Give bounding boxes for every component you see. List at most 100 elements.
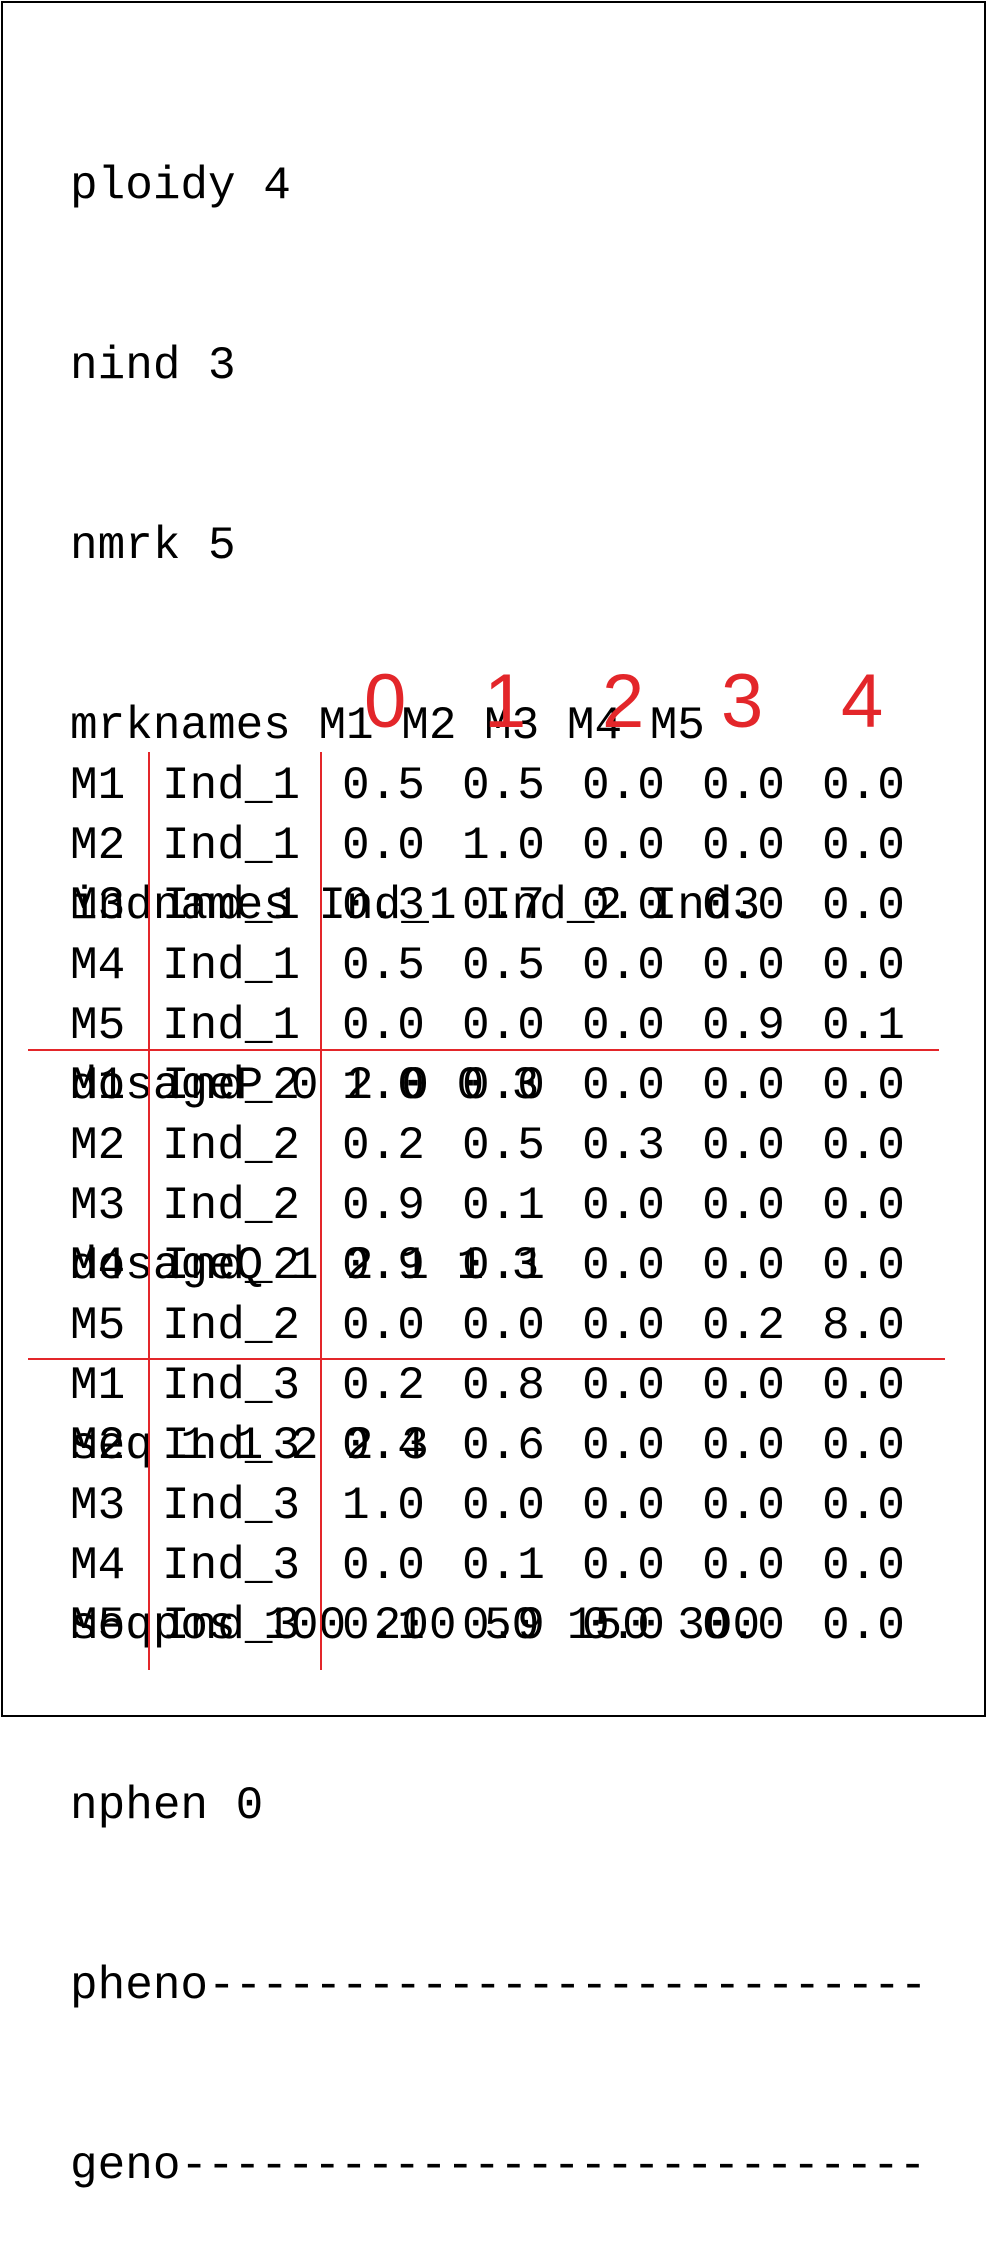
individual-cell: Ind_3 [162,1480,301,1532]
individual-cell: Ind_1 [162,760,301,812]
probability-cell-4: 0.1 [822,1000,905,1052]
probability-cell-1: 0.0 [462,1480,545,1532]
probability-cell-4: 0.0 [822,820,905,872]
table-row: M2 Ind_2 0.2 0.5 0.3 0.0 0.0 [0,1116,991,1176]
table-row: M4 Ind_2 0.9 0.1 0.0 0.0 0.0 [0,1236,991,1296]
probability-cell-0: 0.0 [342,1300,425,1352]
marker-cell: M1 [70,1060,126,1112]
pheno-line: pheno--------------------------- [70,1956,927,2016]
probability-cell-2: 0.0 [582,1060,665,1112]
header-line-seq: seq 1 1 2 2 3 [70,1420,429,1472]
probability-cell-1: 0.1 [462,1180,545,1232]
pheno-label: pheno [70,1960,209,2012]
marker-cell: M3 [70,880,126,932]
probability-cell-1: 0.5 [462,940,545,992]
probability-cell-1: 0.5 [462,760,545,812]
table-row: M2 Ind_3 0.4 0.6 0.0 0.0 0.0 [0,1416,991,1476]
probability-cell-4: 0.0 [822,880,905,932]
genotype-column-label-4: 4 [841,659,884,744]
probability-cell-0: 0.9 [342,1240,425,1292]
table-row: M5 Ind_2 0.0 0.0 0.0 0.2 8.0 [0,1296,991,1356]
marker-cell: M4 [70,940,126,992]
probability-cell-2: 0.0 [582,1600,665,1652]
individual-cell: Ind_2 [162,1240,301,1292]
probability-cell-4: 0.0 [822,1540,905,1592]
probability-cell-2: 0.0 [582,1180,665,1232]
probability-cell-3: 0.0 [702,880,785,932]
header-line-nind: nind 3 [70,340,236,392]
individual-cell: Ind_3 [162,1540,301,1592]
header-line-dosagep: dosageP 0 2 0 0 3 [70,1060,540,1112]
probability-cell-4: 0.0 [822,760,905,812]
probability-cell-1: 0.5 [462,1120,545,1172]
marker-cell: M5 [70,1600,126,1652]
probability-cell-1: 1.0 [462,820,545,872]
probability-cell-3: 0.0 [702,1120,785,1172]
probability-cell-4: 0.0 [822,1240,905,1292]
header-line-nmrk: nmrk 5 [70,520,236,572]
geno-line: geno---------------------------- [70,2136,926,2196]
probability-cell-4: 0.0 [822,940,905,992]
probability-cell-3: 0.9 [702,1000,785,1052]
probability-cell-1: 0.0 [462,1060,545,1112]
probability-cell-4: 0.0 [822,1600,905,1652]
geno-label: geno [70,2140,181,2192]
probability-cell-0: 0.1 [342,1600,425,1652]
individual-column-divider [320,752,322,1670]
individual-cell: Ind_3 [162,1360,301,1412]
probability-cell-2: 0.0 [582,940,665,992]
probability-cell-0: 0.0 [342,1000,425,1052]
probability-cell-4: 8.0 [822,1300,905,1352]
header-line-indnames: indnames Ind_1 Ind_2 Ind3 [70,880,761,932]
probability-cell-0: 0.3 [342,880,425,932]
probability-cell-2: 0.3 [582,1120,665,1172]
probability-cell-0: 1.0 [342,1060,425,1112]
probability-cell-3: 0.0 [702,1060,785,1112]
probability-cell-2: 0.0 [582,760,665,812]
marker-cell: M1 [70,1360,126,1412]
probability-cell-4: 0.0 [822,1480,905,1532]
probability-cell-1: 0.0 [462,1000,545,1052]
probability-cell-2: 0.0 [582,880,665,932]
marker-cell: M4 [70,1540,126,1592]
table-row: M5 Ind_1 0.0 0.0 0.0 0.9 0.1 [0,996,991,1056]
probability-cell-0: 0.0 [342,820,425,872]
probability-cell-1: 0.7 [462,880,545,932]
probability-cell-2: 0.0 [582,1240,665,1292]
probability-cell-1: 0.9 [462,1600,545,1652]
probability-cell-4: 0.0 [822,1360,905,1412]
probability-cell-4: 0.0 [822,1060,905,1112]
probability-cell-0: 0.4 [342,1420,425,1472]
marker-cell: M5 [70,1000,126,1052]
pheno-dashes: --------------------------- [208,1960,927,2012]
probability-cell-3: 0.0 [702,940,785,992]
probability-cell-3: 0.0 [702,1480,785,1532]
table-row: M5 Ind_3 0.1 0.9 0.0 0.0 0.0 [0,1596,991,1656]
probability-cell-2: 0.0 [582,820,665,872]
probability-cell-0: 0.2 [342,1120,425,1172]
table-row: M3 Ind_3 1.0 0.0 0.0 0.0 0.0 [0,1476,991,1536]
probability-cell-1: 0.8 [462,1360,545,1412]
document-frame [1,1,986,1717]
marker-cell: M2 [70,1420,126,1472]
individual-cell: Ind_1 [162,940,301,992]
probability-cell-1: 0.1 [462,1240,545,1292]
table-row: M1 Ind_2 1.0 0.0 0.0 0.0 0.0 [0,1056,991,1116]
genotype-column-label-1: 1 [484,659,527,744]
geno-dashes: ---------------------------- [180,2140,926,2192]
individual-cell: Ind_1 [162,820,301,872]
probability-cell-3: 0.2 [702,1300,785,1352]
individual-cell: Ind_2 [162,1060,301,1112]
probability-cell-2: 0.0 [582,1360,665,1412]
probability-cell-4: 0.0 [822,1180,905,1232]
probability-cell-3: 0.0 [702,760,785,812]
table-row: M4 Ind_3 0.0 0.1 0.0 0.0 0.0 [0,1536,991,1596]
probability-cell-0: 0.5 [342,940,425,992]
header-line-seqpos: seqpos 100 200 50 150 300 [70,1600,761,1652]
probability-cell-0: 1.0 [342,1480,425,1532]
probability-cell-3: 0.0 [702,1360,785,1412]
marker-cell: M3 [70,1180,126,1232]
marker-cell: M1 [70,760,126,812]
marker-cell: M2 [70,1120,126,1172]
individual-cell: Ind_2 [162,1120,301,1172]
